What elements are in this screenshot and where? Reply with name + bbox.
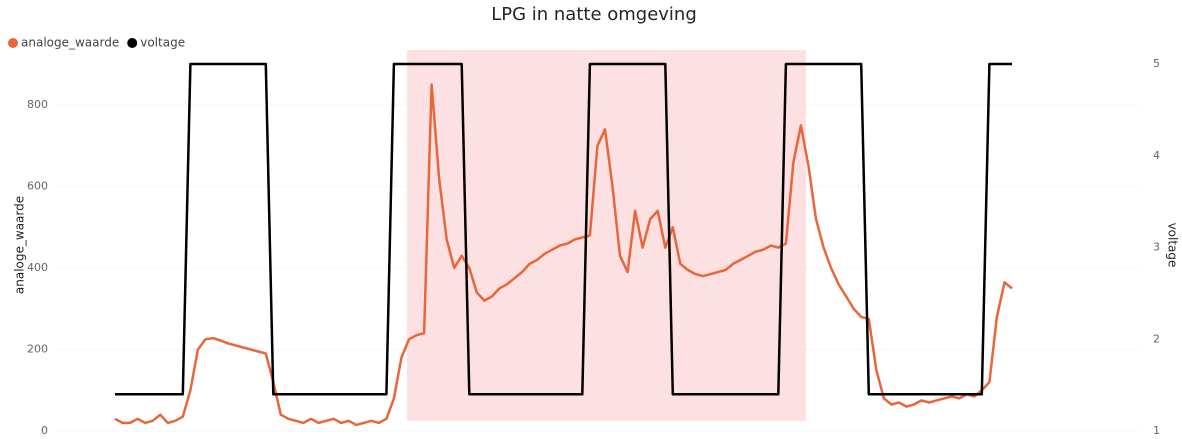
legend-marker xyxy=(8,38,18,48)
y-tick-label: 800 xyxy=(27,98,48,111)
highlight-band xyxy=(407,50,806,421)
y2-axis-title: voltage xyxy=(1166,223,1180,268)
y-axis-title: analoge_waarde xyxy=(13,196,27,294)
y2-tick-label: 2 xyxy=(1153,332,1160,345)
series-line xyxy=(115,62,1012,396)
y-tick-label: 200 xyxy=(27,343,48,356)
y2-tick-label: 3 xyxy=(1153,241,1160,254)
legend-label: voltage xyxy=(140,36,185,50)
legend-label: analoge_waarde xyxy=(21,36,119,50)
y-tick-label: 600 xyxy=(27,180,48,193)
series-line xyxy=(114,83,1013,427)
y2-tick-label: 4 xyxy=(1153,149,1160,162)
y-tick-label: 0 xyxy=(41,424,48,437)
y2-tick-label: 5 xyxy=(1153,57,1160,70)
y2-tick-label: 1 xyxy=(1153,424,1160,437)
legend-marker xyxy=(127,38,138,48)
chart-title: LPG in natte omgeving xyxy=(491,4,697,25)
y-tick-label: 400 xyxy=(27,261,48,274)
